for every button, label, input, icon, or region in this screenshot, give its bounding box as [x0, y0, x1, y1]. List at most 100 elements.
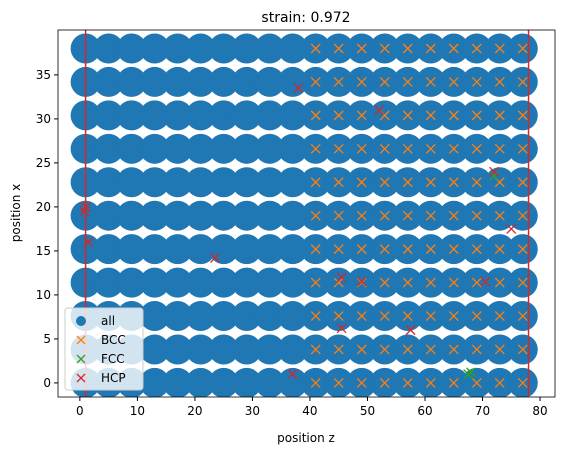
point: [277, 200, 308, 231]
x-marker: [379, 344, 390, 355]
x-glyph: [379, 311, 390, 321]
x-marker: [517, 43, 528, 54]
x-marker: [310, 43, 321, 54]
x-glyph: [356, 43, 367, 54]
x-marker: [448, 143, 459, 154]
point: [116, 267, 147, 298]
x-glyph: [374, 105, 384, 116]
point: [277, 100, 308, 131]
x-marker: [517, 110, 528, 121]
x-marker: [333, 344, 344, 355]
x-glyph: [287, 369, 298, 380]
point: [231, 200, 262, 231]
point: [231, 66, 262, 97]
x-marker: [333, 76, 344, 87]
x-marker: [471, 177, 482, 188]
x-glyph: [356, 311, 367, 321]
x-marker: [448, 244, 459, 255]
x-glyph: [379, 244, 390, 255]
x-glyph: [471, 210, 482, 221]
x-glyph: [402, 344, 413, 355]
x-marker: [517, 143, 528, 154]
x-marker: [310, 177, 321, 188]
point: [254, 334, 285, 365]
point: [116, 133, 147, 164]
x-marker: [494, 344, 505, 355]
x-glyph: [471, 177, 482, 188]
x-glyph: [517, 344, 528, 355]
x-glyph: [489, 171, 499, 182]
point: [185, 200, 216, 231]
x-glyph: [517, 76, 528, 87]
point: [93, 100, 124, 131]
point: [116, 66, 147, 97]
x-marker: [517, 311, 528, 321]
x-marker: [379, 311, 390, 321]
x-glyph: [356, 110, 367, 121]
x-glyph: [494, 311, 505, 321]
x-marker: [471, 377, 482, 388]
point: [139, 33, 170, 64]
x-glyph: [471, 43, 482, 54]
x-marker: [310, 244, 321, 255]
x-marker: [494, 377, 505, 388]
x-marker: [425, 210, 436, 221]
point: [231, 167, 262, 198]
point: [208, 66, 239, 97]
x-tick-label: 10: [130, 404, 145, 418]
x-marker: [356, 244, 367, 255]
point: [185, 100, 216, 131]
x-marker: [333, 110, 344, 121]
point: [162, 200, 193, 231]
y-tick-label: 5: [43, 332, 51, 346]
x-glyph: [494, 143, 505, 154]
x-marker: [517, 210, 528, 221]
x-glyph: [356, 344, 367, 355]
x-glyph: [448, 210, 459, 221]
point: [208, 367, 239, 397]
point: [277, 234, 308, 265]
x-marker: [76, 354, 86, 364]
x-glyph: [480, 276, 491, 287]
point: [277, 301, 308, 332]
axes-frame: [57, 29, 556, 398]
point: [93, 267, 124, 298]
x-glyph: [471, 244, 482, 255]
point: [231, 301, 262, 332]
x-glyph: [402, 210, 413, 221]
x-glyph: [379, 43, 390, 54]
x-marker: [402, 110, 413, 121]
x-marker: [517, 277, 528, 288]
x-glyph: [425, 277, 436, 288]
legend-marker: [76, 316, 86, 326]
x-glyph: [425, 210, 436, 221]
point: [185, 133, 216, 164]
x-glyph: [333, 43, 344, 54]
point: [277, 33, 308, 64]
x-glyph: [379, 210, 390, 221]
x-marker: [356, 110, 367, 121]
legend-box: [64, 307, 144, 391]
x-marker: [494, 277, 505, 288]
x-glyph: [448, 110, 459, 121]
x-glyph: [471, 311, 482, 321]
point: [254, 200, 285, 231]
point: [162, 133, 193, 164]
x-marker: [356, 344, 367, 355]
x-marker: [402, 43, 413, 54]
point: [231, 100, 262, 131]
chart-title: strain: 0.972: [261, 10, 350, 26]
x-marker: [402, 277, 413, 288]
x-marker: [333, 43, 344, 54]
x-marker: [425, 311, 436, 321]
x-marker: [480, 276, 491, 287]
x-marker: [448, 110, 459, 121]
point: [139, 167, 170, 198]
point: [93, 33, 124, 64]
x-marker: [310, 110, 321, 121]
x-glyph: [333, 377, 344, 388]
point: [93, 200, 124, 231]
x-glyph: [402, 377, 413, 388]
x-glyph: [448, 177, 459, 188]
x-glyph: [471, 76, 482, 87]
